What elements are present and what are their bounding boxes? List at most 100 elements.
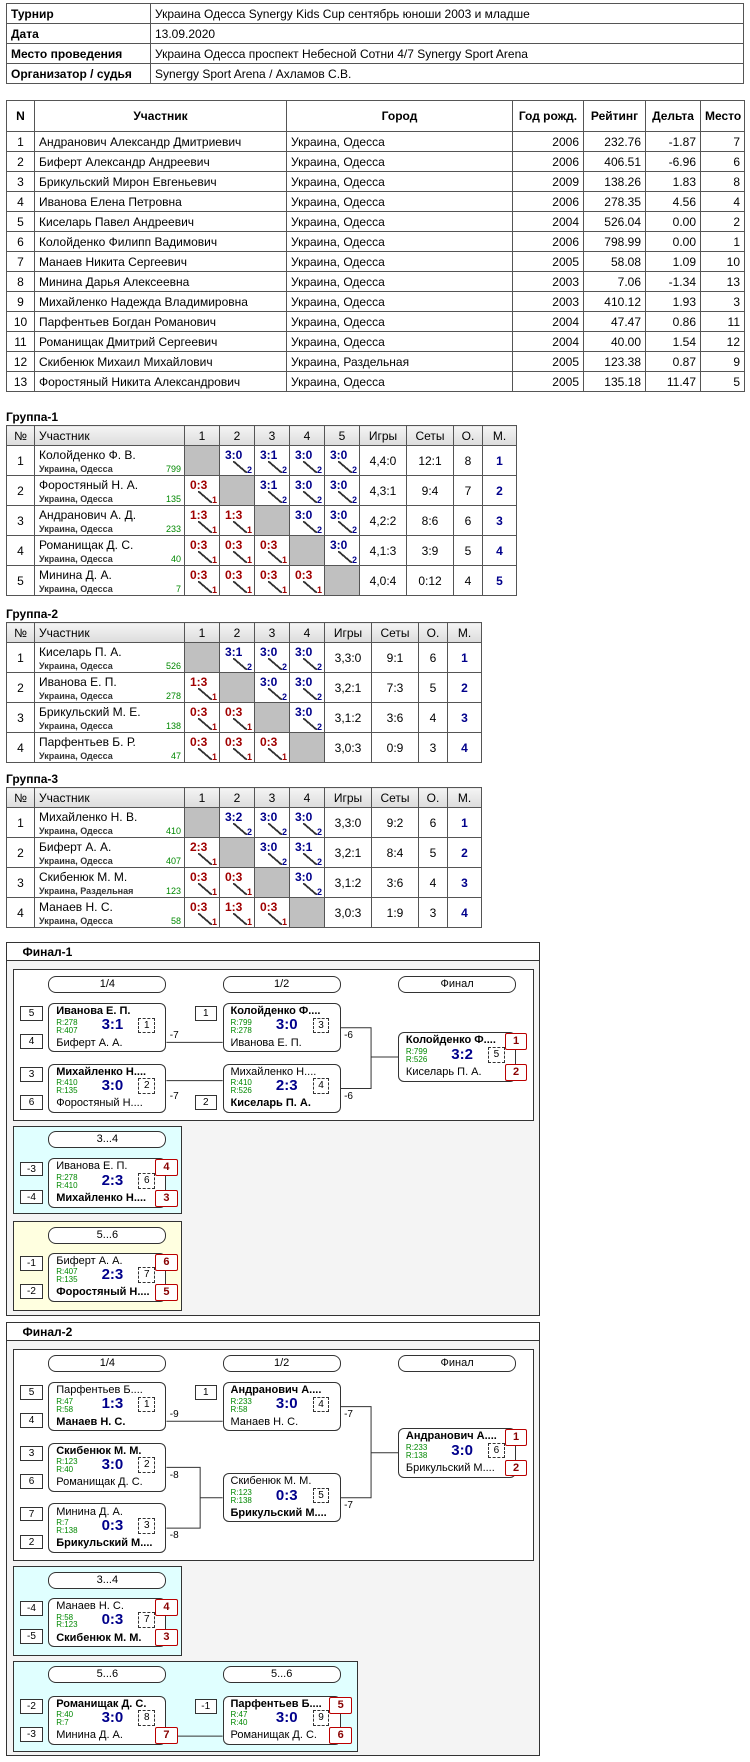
player-name: Парфентьев Б. Р. [39, 735, 136, 749]
score-cell: 3:2 2 [219, 807, 255, 838]
match-number: 5 [312, 1487, 330, 1504]
group-column-header: 4 [289, 622, 325, 643]
player-name: Колойденко Ф.... [405, 1034, 496, 1047]
score-slash [268, 748, 282, 760]
round-header: 3...4 [48, 1131, 167, 1149]
player-rating: R:278 [230, 1025, 252, 1035]
group-player-cell: Колойденко Ф. В. Украина, Одесса 799 [34, 445, 185, 476]
match-score: 3:1 [101, 1016, 124, 1034]
diagonal-cell [324, 565, 360, 596]
match-points: 1 [281, 555, 287, 565]
player-rating: R:58 [56, 1612, 74, 1622]
player-name: Иванова Е. П. [56, 1005, 131, 1018]
seed: 6 [20, 1095, 43, 1110]
info-table: Турнир Украина Одесса Synergy Kids Cup се… [6, 3, 744, 84]
loser-destination: -6 [344, 1090, 353, 1102]
match-points: 1 [246, 585, 252, 595]
group-title: Группа-2 [6, 607, 59, 621]
group-table: № Участник 1 2 3 4 Игры Сеты О. М. 1 Михайленко Н. … [6, 787, 482, 928]
column-header: Год рожд. [512, 100, 584, 132]
player-name: Минина Д. А. [56, 1729, 123, 1742]
seed: 4 [20, 1413, 43, 1429]
player-rating: R:410 [56, 1078, 78, 1088]
score-slash [303, 853, 317, 865]
points: 5 [418, 837, 448, 868]
player-name: Скибенюк М. М. [56, 1444, 142, 1457]
player-rating: R:123 [56, 1620, 78, 1630]
group-place: 4 [447, 732, 482, 763]
score-cell: 3:0 2 [289, 807, 325, 838]
match-score: 0:3 [260, 538, 278, 552]
score-cell: 3:0 2 [289, 475, 325, 506]
seed: -3 [20, 1161, 43, 1177]
group-column-header: 4 [289, 425, 325, 446]
player-name: Манаев Н. С. [39, 900, 113, 914]
player-rating: R:799 [405, 1046, 428, 1056]
match-points: 1 [211, 917, 217, 927]
group-player-cell: Форостяный Н. А. Украина, Одесса 135 [34, 475, 185, 506]
round-header: 5...6 [48, 1666, 167, 1684]
player-rating: R:233 [405, 1442, 428, 1452]
group-column-header: Участник [34, 622, 185, 643]
points: 3 [418, 897, 448, 928]
player-rating: R:47 [230, 1710, 248, 1720]
match-points: 1 [246, 752, 252, 762]
match-score: 0:3 [101, 1516, 124, 1534]
match-points: 2 [281, 857, 287, 867]
group-title: Группа-3 [6, 772, 59, 786]
player-name: Михайленко Н.... [56, 1065, 147, 1078]
match-score: 3:0 [260, 810, 278, 824]
loser-destination: -7 [344, 1500, 353, 1512]
group-column-header: № [6, 787, 35, 808]
info-label: Организатор / судья [6, 63, 151, 84]
player-name: Иванова Е. П. [56, 1160, 128, 1173]
match-number: 8 [138, 1710, 156, 1726]
score-cell: 0:3 1 [184, 897, 220, 928]
match-score: 1:3 [101, 1395, 124, 1413]
final-place: 7 [155, 1727, 178, 1744]
seed: -2 [20, 1699, 43, 1714]
match-number: 7 [138, 1612, 156, 1629]
match-score: 0:3 [260, 900, 278, 914]
player-name: Манаев Н. С. [230, 1415, 299, 1428]
match-points: 1 [246, 887, 252, 897]
group-row: 5 Минина Д. А. Украина, Одесса 7 0:3 1 0:3 1 0:3… [6, 565, 517, 596]
player-city: Украина, Одесса [39, 691, 113, 701]
match-score: 3:0 [295, 705, 313, 719]
seed: -2 [20, 1284, 43, 1299]
participant-cell: 0.87 [645, 351, 701, 372]
seed: -4 [20, 1189, 43, 1205]
player-rating: R:526 [405, 1054, 428, 1064]
participant-cell: Михайленко Надежда Владимировна [34, 291, 287, 312]
participant-cell: 138.26 [583, 171, 646, 192]
loser-destination: -7 [169, 1030, 179, 1042]
match-points: 2 [281, 827, 287, 837]
match-score: 3:0 [101, 1077, 124, 1095]
match-score: 3:0 [295, 448, 313, 462]
player-city: Украина, Одесса [39, 751, 113, 761]
player-rating: 407 [165, 856, 181, 866]
score-slash [198, 853, 212, 865]
round-header: 5...6 [222, 1666, 341, 1684]
player-name: Скибенюк М. М. [230, 1475, 312, 1488]
match-points: 2 [351, 495, 357, 505]
score-slash [268, 913, 282, 925]
group-place: 4 [447, 897, 482, 928]
games: 4,2:2 [359, 505, 407, 536]
column-header: Дельта [645, 100, 701, 132]
player-name: Минина Д. А. [39, 568, 112, 582]
match-score: 3:1 [260, 448, 278, 462]
match-score: 3:0 [295, 645, 313, 659]
match-score: 3:0 [101, 1709, 124, 1727]
score-slash [198, 883, 212, 895]
match-score: 0:3 [190, 900, 208, 914]
player-rating: R:278 [56, 1017, 78, 1027]
score-slash [198, 688, 212, 700]
points: 5 [453, 535, 483, 566]
player-rating: R:123 [230, 1487, 252, 1497]
score-cell: 1:3 1 [184, 672, 220, 703]
participant-cell: Украина, Одесса [286, 151, 513, 172]
final-title: Финал-1 [22, 944, 73, 959]
player-rating: R:410 [56, 1180, 78, 1190]
